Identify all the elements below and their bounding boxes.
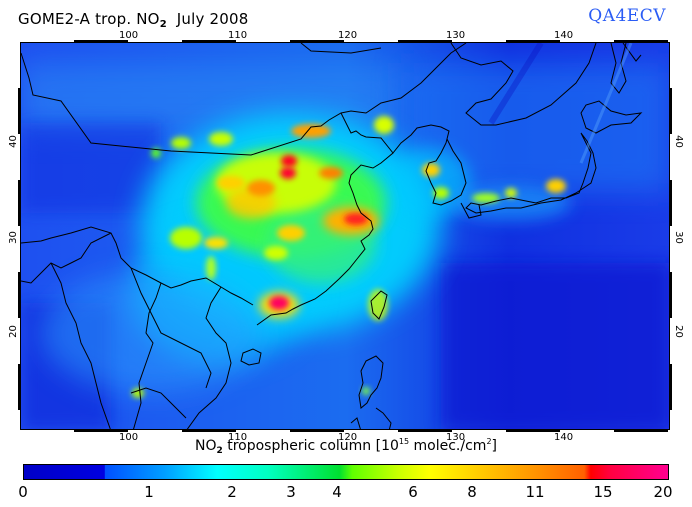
left-axis-strip bbox=[18, 42, 21, 430]
colorbar bbox=[23, 464, 669, 480]
lon-tick-top: 130 bbox=[446, 30, 466, 41]
colorbar-label: 0 bbox=[18, 483, 28, 501]
colorbar-label: 20 bbox=[653, 483, 673, 501]
colorbar-label: 6 bbox=[408, 483, 418, 501]
colorbar-label: 3 bbox=[286, 483, 296, 501]
colorbar-label: 8 bbox=[467, 483, 477, 501]
colorbar-label: 1 bbox=[144, 483, 154, 501]
lon-tick-bottom: 120 bbox=[338, 432, 358, 443]
bottom-axis-strip bbox=[20, 429, 670, 432]
lon-tick-top: 120 bbox=[338, 30, 358, 41]
lon-tick-top: 140 bbox=[554, 30, 574, 41]
lon-tick-bottom: 130 bbox=[446, 432, 466, 443]
lon-tick-bottom: 110 bbox=[228, 432, 248, 443]
colorbar-label: 11 bbox=[525, 483, 545, 501]
no2-map[interactable] bbox=[20, 42, 670, 430]
lat-tick-right: 30 bbox=[672, 231, 684, 244]
brand-label: QA4ECV bbox=[588, 6, 666, 26]
colorbar-label: 2 bbox=[227, 483, 237, 501]
lat-tick-right: 40 bbox=[672, 135, 684, 148]
top-axis-strip bbox=[20, 40, 670, 43]
lat-tick-right: 20 bbox=[672, 325, 684, 338]
map-title: GOME2-A trop. NO2 July 2008 bbox=[18, 10, 249, 30]
colorbar-label: 15 bbox=[593, 483, 613, 501]
colorbar-label: 4 bbox=[332, 483, 342, 501]
lon-tick-top: 100 bbox=[119, 30, 139, 41]
lon-tick-top: 110 bbox=[228, 30, 248, 41]
right-axis-strip bbox=[669, 42, 672, 430]
colorbar-title: NO2 tropospheric column [1015 molec./cm2… bbox=[194, 437, 497, 456]
lon-tick-bottom: 100 bbox=[119, 432, 139, 443]
lon-tick-bottom: 140 bbox=[554, 432, 574, 443]
